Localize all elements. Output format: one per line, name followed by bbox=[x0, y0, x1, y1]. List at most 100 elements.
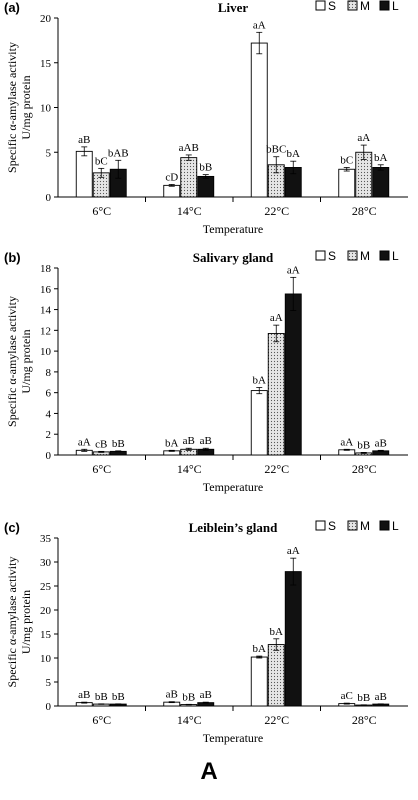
y-tick-label: 12 bbox=[40, 325, 51, 337]
bar-L bbox=[372, 167, 390, 198]
y-axis-title: Specific α-amylase activity bbox=[5, 42, 19, 173]
x-axis-title: Temperature bbox=[203, 731, 263, 745]
y-tick-label: 10 bbox=[40, 346, 52, 358]
legend-label-M: M bbox=[360, 519, 370, 533]
bar-significance-label: bA bbox=[270, 626, 284, 638]
y-tick-label: 20 bbox=[40, 605, 52, 617]
bar-M bbox=[267, 333, 285, 456]
y-tick-label: 14 bbox=[40, 305, 52, 317]
x-axis-title: Temperature bbox=[203, 222, 263, 236]
y-tick-label: 35 bbox=[40, 533, 52, 545]
chart-title: Liver bbox=[218, 0, 249, 15]
x-tick-label: 14°C bbox=[177, 204, 202, 218]
bar-significance-label: bA bbox=[253, 643, 267, 655]
legend-swatch-M bbox=[347, 250, 358, 261]
y-tick-label: 10 bbox=[40, 653, 52, 665]
x-tick-label: 28°C bbox=[352, 204, 377, 218]
bar-significance-label: bB bbox=[199, 162, 212, 174]
bar-S bbox=[338, 168, 356, 198]
bar-significance-label: aC bbox=[341, 690, 353, 702]
legend-label-L: L bbox=[392, 0, 399, 13]
bar-significance-label: bA bbox=[253, 374, 267, 386]
bar-significance-label: bC bbox=[340, 154, 353, 166]
chart-panel-2: 0 5 10 15 20 25 30 35 (c) Leiblein’s gland Specifi… bbox=[4, 519, 408, 745]
bar-significance-label: aB bbox=[375, 691, 387, 703]
bar-significance-label: aA bbox=[253, 19, 266, 31]
bar-significance-label: aB bbox=[200, 435, 212, 447]
chart-title: Leiblein’s gland bbox=[189, 520, 279, 535]
legend-label-M: M bbox=[360, 0, 370, 13]
bar-significance-label: bB bbox=[357, 692, 370, 704]
bar-significance-label: aAB bbox=[179, 142, 199, 154]
x-tick-label: 22°C bbox=[264, 462, 289, 476]
panel-label: (b) bbox=[4, 250, 21, 265]
legend-swatch-L bbox=[379, 0, 390, 11]
bar-L bbox=[197, 175, 215, 198]
legend-swatch-M bbox=[347, 520, 358, 531]
legend-swatch-M bbox=[347, 0, 358, 11]
y-axis-unit: U/mg protein bbox=[19, 329, 33, 393]
bar-significance-label: bB bbox=[112, 438, 125, 450]
y-tick-label: 25 bbox=[40, 581, 52, 593]
y-tick-label: 30 bbox=[40, 557, 52, 569]
panel-label: (c) bbox=[4, 520, 20, 535]
x-tick-label: 6°C bbox=[92, 713, 111, 727]
x-tick-label: 22°C bbox=[264, 204, 289, 218]
y-axis-title: Specific α-amylase activity bbox=[5, 557, 19, 688]
x-tick-label: 22°C bbox=[264, 713, 289, 727]
bar-S bbox=[250, 42, 268, 198]
legend-swatch-L bbox=[379, 250, 390, 261]
chart-panel-0: 0 5 10 15 20 (a) Liver Specific α-amylase activ… bbox=[4, 0, 408, 236]
legend-label-L: L bbox=[392, 249, 399, 263]
legend-label-S: S bbox=[328, 519, 336, 533]
bar-significance-label: aA bbox=[78, 436, 91, 448]
bar-significance-label: aB bbox=[200, 689, 212, 701]
bar-M bbox=[267, 644, 285, 707]
bar-significance-label: aB bbox=[78, 134, 90, 146]
bar-significance-label: aB bbox=[375, 437, 387, 449]
legend-label-M: M bbox=[360, 249, 370, 263]
bar-S bbox=[250, 656, 268, 707]
bar-significance-label: bBC bbox=[266, 144, 286, 156]
bar-L bbox=[284, 293, 302, 456]
legend-swatch-S bbox=[315, 250, 326, 261]
bar-S bbox=[75, 150, 93, 198]
x-tick-label: 14°C bbox=[177, 713, 202, 727]
bar-M bbox=[180, 157, 198, 198]
legend-label-S: S bbox=[328, 249, 336, 263]
bar-significance-label: bA bbox=[374, 152, 388, 164]
y-tick-label: 5 bbox=[46, 677, 52, 689]
legend-swatch-L bbox=[379, 520, 390, 531]
bar-significance-label: aB bbox=[78, 689, 90, 701]
bar-significance-label: bB bbox=[95, 691, 108, 703]
y-tick-label: 10 bbox=[40, 103, 52, 115]
bar-significance-label: cB bbox=[95, 438, 107, 450]
chart-title: Salivary gland bbox=[193, 250, 274, 265]
panel-label: (a) bbox=[4, 0, 20, 15]
y-tick-label: 0 bbox=[46, 450, 52, 462]
y-tick-label: 2 bbox=[46, 429, 52, 441]
bar-S bbox=[250, 390, 268, 456]
x-tick-label: 6°C bbox=[92, 462, 111, 476]
y-axis-title: Specific α-amylase activity bbox=[5, 296, 19, 427]
y-tick-label: 18 bbox=[40, 263, 52, 275]
y-tick-label: 5 bbox=[46, 147, 52, 159]
bar-significance-label: aA bbox=[340, 436, 353, 448]
x-tick-label: 28°C bbox=[352, 713, 377, 727]
bar-significance-label: aA bbox=[287, 545, 300, 557]
legend-label-S: S bbox=[328, 0, 336, 13]
bar-significance-label: aB bbox=[183, 435, 195, 447]
legend-swatch-S bbox=[315, 520, 326, 531]
bar-significance-label: bC bbox=[95, 155, 108, 167]
bar-significance-label: bA bbox=[165, 437, 179, 449]
bar-L bbox=[284, 571, 302, 707]
bar-significance-label: aB bbox=[166, 689, 178, 701]
bar-significance-label: bA bbox=[287, 148, 301, 160]
y-tick-label: 4 bbox=[46, 408, 52, 420]
y-tick-label: 20 bbox=[40, 13, 52, 25]
y-tick-label: 16 bbox=[40, 284, 52, 296]
y-tick-label: 0 bbox=[46, 701, 52, 713]
figure-letter: A bbox=[200, 758, 218, 785]
